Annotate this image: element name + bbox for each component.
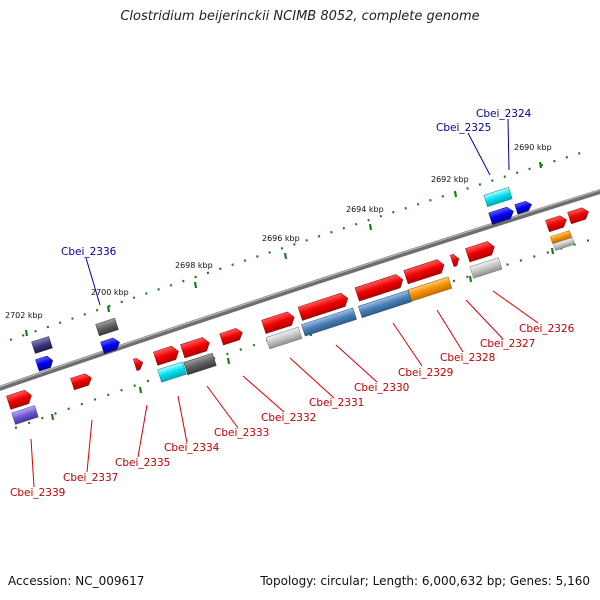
- label-cbei-2330[interactable]: Cbei_2330: [354, 382, 409, 394]
- inner-tick-track: [14, 238, 591, 430]
- gene-red-2322b[interactable]: [567, 206, 591, 225]
- map-title: Clostridium beijerinckii NCIMB 8052, com…: [120, 9, 480, 24]
- accession-text: Accession: NC_009617: [8, 574, 145, 588]
- upper-leader-lines: [85, 118, 510, 306]
- gene-cbei-2336[interactable]: [95, 317, 119, 337]
- gene-cbei-2327[interactable]: [403, 258, 446, 285]
- major-ticks: [24, 161, 543, 337]
- gene-navy-2338[interactable]: [31, 336, 53, 354]
- gene-cbei-2329-red[interactable]: [354, 273, 405, 302]
- label-cbei-2331[interactable]: Cbei_2331: [309, 397, 364, 409]
- gene-cbei-2334-red[interactable]: [153, 345, 180, 366]
- gene-cbei-2328[interactable]: [407, 276, 453, 302]
- label-cbei-2328[interactable]: Cbei_2328: [440, 352, 495, 364]
- kbp-label-2694: 2694 kbp: [346, 205, 384, 214]
- label-cbei-2339[interactable]: Cbei_2339: [10, 487, 65, 499]
- gene-blue-2323[interactable]: [488, 206, 516, 225]
- kbp-label-2698: 2698 kbp: [175, 261, 213, 270]
- gene-orange-2323[interactable]: [550, 230, 572, 244]
- gene-cbei-2339[interactable]: [11, 405, 39, 425]
- gene-red-small-2326[interactable]: [449, 253, 460, 267]
- gene-cbei-2325[interactable]: [483, 186, 513, 208]
- kbp-label-2700: 2700 kbp: [91, 288, 129, 297]
- label-cbei-2327[interactable]: Cbei_2327: [480, 338, 535, 350]
- label-cbei-2337[interactable]: Cbei_2337: [63, 472, 118, 484]
- gene-red-2326a[interactable]: [465, 240, 497, 263]
- label-cbei-2335[interactable]: Cbei_2335: [115, 457, 170, 469]
- gene-cbei-2326[interactable]: [469, 257, 503, 279]
- gene-blue-2336b[interactable]: [100, 337, 122, 354]
- genome-summary-text: Topology: circular; Length: 6,000,632 bp…: [260, 574, 590, 588]
- kbp-label-2702: 2702 kbp: [5, 311, 43, 320]
- gene-cbei-2329[interactable]: [358, 289, 412, 319]
- gene-cbei-2331[interactable]: [261, 310, 297, 334]
- gene-red-2338[interactable]: [6, 389, 33, 410]
- gene-cbei-2324[interactable]: [514, 200, 533, 215]
- label-cbei-2325[interactable]: Cbei_2325: [436, 122, 491, 134]
- label-cbei-2329[interactable]: Cbei_2329: [398, 367, 453, 379]
- kbp-label-2690: 2690 kbp: [514, 143, 552, 152]
- kbp-label-2696: 2696 kbp: [262, 234, 300, 243]
- gene-cbei-2330-red[interactable]: [297, 292, 350, 321]
- gene-cbei-2332[interactable]: [219, 327, 245, 346]
- label-cbei-2332[interactable]: Cbei_2332: [261, 412, 316, 424]
- gene-gray-2323[interactable]: [553, 237, 575, 251]
- label-cbei-2336[interactable]: Cbei_2336: [61, 246, 117, 258]
- kbp-label-2692: 2692 kbp: [431, 175, 469, 184]
- gene-blue-2338b[interactable]: [35, 355, 55, 372]
- label-cbei-2334[interactable]: Cbei_2334: [164, 442, 220, 454]
- gene-cbei-2330[interactable]: [301, 307, 357, 337]
- gene-red-2322a[interactable]: [545, 214, 569, 233]
- gene-cbei-2334[interactable]: [157, 361, 187, 383]
- label-cbei-2324[interactable]: Cbei_2324: [476, 108, 532, 120]
- gene-cbei-2331b[interactable]: [265, 326, 303, 350]
- label-cbei-2326[interactable]: Cbei_2326: [519, 323, 575, 335]
- gene-cbei-2335[interactable]: [132, 357, 144, 371]
- gene-cbei-2333-red[interactable]: [180, 336, 212, 359]
- label-cbei-2333[interactable]: Cbei_2333: [214, 427, 269, 439]
- genome-backbone: [0, 188, 600, 391]
- gene-cbei-2337[interactable]: [70, 372, 94, 391]
- lower-leader-lines: [30, 290, 539, 488]
- gene-cbei-2333[interactable]: [183, 352, 217, 376]
